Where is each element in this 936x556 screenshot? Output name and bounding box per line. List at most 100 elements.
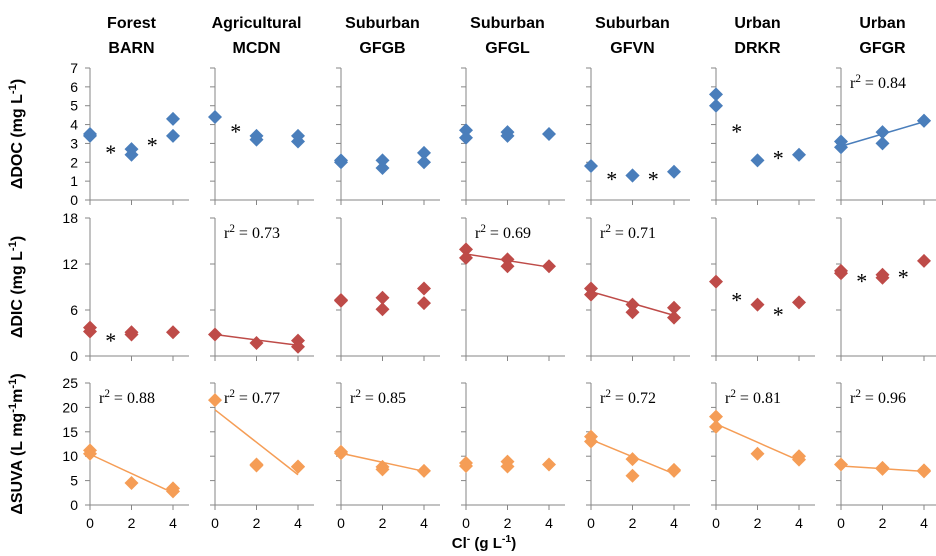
x-tick-label: 0 <box>587 515 595 531</box>
y-tick-label: 4 <box>70 117 78 133</box>
y-tick-label: 0 <box>70 192 78 208</box>
column-header-site: DRKR <box>734 40 781 57</box>
data-point <box>249 335 264 350</box>
data-point <box>834 140 848 155</box>
column-header-site: MCDN <box>233 40 281 57</box>
data-point <box>334 446 348 461</box>
data-point <box>875 270 890 285</box>
data-point <box>83 446 97 461</box>
column-header-land-use: Urban <box>734 15 780 32</box>
r-squared-label: r2 = 0.85 <box>350 388 406 407</box>
x-tick-label: 2 <box>629 515 637 531</box>
trend-line <box>214 409 299 476</box>
r-squared-label: r2 = 0.96 <box>850 388 906 407</box>
data-point <box>834 457 848 472</box>
data-point <box>291 339 305 354</box>
x-tick-label: 2 <box>379 515 387 531</box>
x-tick-label: 4 <box>670 515 678 531</box>
x-tick-label: 0 <box>712 515 720 531</box>
data-point <box>375 302 390 317</box>
x-tick-label: 2 <box>253 515 261 531</box>
data-point <box>584 287 598 302</box>
data-point <box>625 452 640 467</box>
x-tick-label: 4 <box>920 515 928 531</box>
y-tick-label: 6 <box>70 79 78 95</box>
data-point <box>584 434 598 449</box>
data-point <box>291 134 305 149</box>
x-tick-label: 0 <box>337 515 345 531</box>
data-point <box>750 153 765 168</box>
data-point <box>709 274 723 289</box>
x-tick-label: 4 <box>294 515 302 531</box>
y-axis-label: ΔDOC (mg L-1) <box>7 79 26 189</box>
y-tick-label: 0 <box>70 348 78 364</box>
data-point <box>166 325 180 340</box>
data-point <box>124 476 139 491</box>
y-tick-label: 5 <box>70 473 78 489</box>
x-tick-label: 2 <box>128 515 136 531</box>
data-point <box>375 462 390 477</box>
data-point <box>417 155 431 170</box>
data-point <box>875 136 890 151</box>
r-squared-label: r2 = 0.73 <box>224 223 280 242</box>
r-squared-label: r2 = 0.71 <box>600 223 656 242</box>
data-point <box>875 461 890 476</box>
data-point <box>417 296 431 311</box>
data-point <box>875 125 890 140</box>
data-point <box>750 446 765 461</box>
data-point <box>625 305 640 320</box>
y-tick-label: 12 <box>62 256 78 272</box>
r-squared-label: r2 = 0.81 <box>725 388 781 407</box>
data-point <box>667 310 681 325</box>
x-tick-label: 2 <box>754 515 762 531</box>
data-point <box>500 259 515 274</box>
data-point <box>208 110 222 125</box>
significance-star: * <box>230 119 241 144</box>
r-squared-label: r2 = 0.77 <box>224 388 280 407</box>
y-tick-label: 18 <box>62 210 78 226</box>
data-point <box>667 300 681 315</box>
data-point <box>124 327 139 342</box>
column-header-land-use: Urban <box>859 15 905 32</box>
data-point <box>124 147 139 162</box>
r-squared-label: r2 = 0.72 <box>600 388 656 407</box>
data-point <box>208 393 222 408</box>
data-point <box>542 457 556 472</box>
significance-star: * <box>773 146 784 171</box>
y-tick-label: 15 <box>62 424 78 440</box>
column-header-site: GFGB <box>359 40 405 57</box>
data-point <box>625 297 640 312</box>
data-point <box>709 409 723 424</box>
column-header-site: GFVN <box>610 40 654 57</box>
significance-star: * <box>648 166 659 191</box>
data-point <box>584 159 598 174</box>
significance-star: * <box>105 140 116 165</box>
x-axis-label: Cl- (g L-1) <box>452 533 517 552</box>
x-tick-label: 2 <box>504 515 512 531</box>
x-tick-label: 4 <box>420 515 428 531</box>
x-tick-label: 0 <box>837 515 845 531</box>
x-tick-label: 0 <box>211 515 219 531</box>
column-header-site: GFGR <box>859 40 906 57</box>
data-point <box>792 295 806 310</box>
data-point <box>625 468 640 483</box>
column-header-land-use: Suburban <box>595 15 670 32</box>
data-point <box>709 98 723 113</box>
data-point <box>459 123 473 138</box>
data-point <box>459 242 473 257</box>
x-tick-label: 4 <box>169 515 177 531</box>
data-point <box>709 419 723 434</box>
y-tick-label: 0 <box>70 497 78 513</box>
x-tick-label: 2 <box>879 515 887 531</box>
data-point <box>375 160 390 175</box>
data-point <box>542 259 556 274</box>
data-point <box>375 153 390 168</box>
x-tick-label: 0 <box>462 515 470 531</box>
data-point <box>375 290 390 305</box>
significance-star: * <box>606 166 617 191</box>
data-point <box>208 327 222 342</box>
data-point <box>917 113 931 128</box>
column-header-land-use: Suburban <box>470 15 545 32</box>
data-point <box>459 250 473 265</box>
data-point <box>249 132 264 147</box>
